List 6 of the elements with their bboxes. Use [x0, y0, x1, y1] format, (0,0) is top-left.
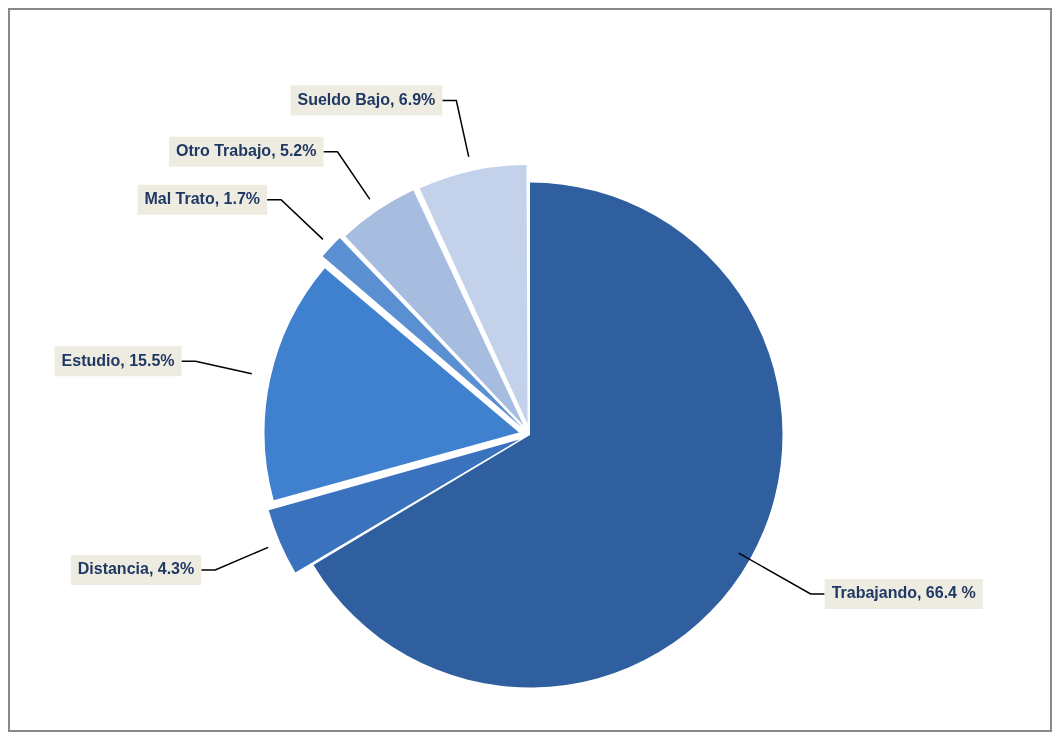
slice-label: Trabajando, 66.4 %: [831, 584, 976, 602]
slice-label: Sueldo Bajo, 6.9%: [297, 90, 436, 108]
slice-label: Estudio, 15.5%: [61, 351, 175, 369]
slice-label: Distancia, 4.3%: [77, 560, 195, 578]
slice-label: Mal Trato, 1.7%: [144, 190, 261, 208]
slice-label: Otro Trabajo, 5.2%: [176, 142, 317, 160]
